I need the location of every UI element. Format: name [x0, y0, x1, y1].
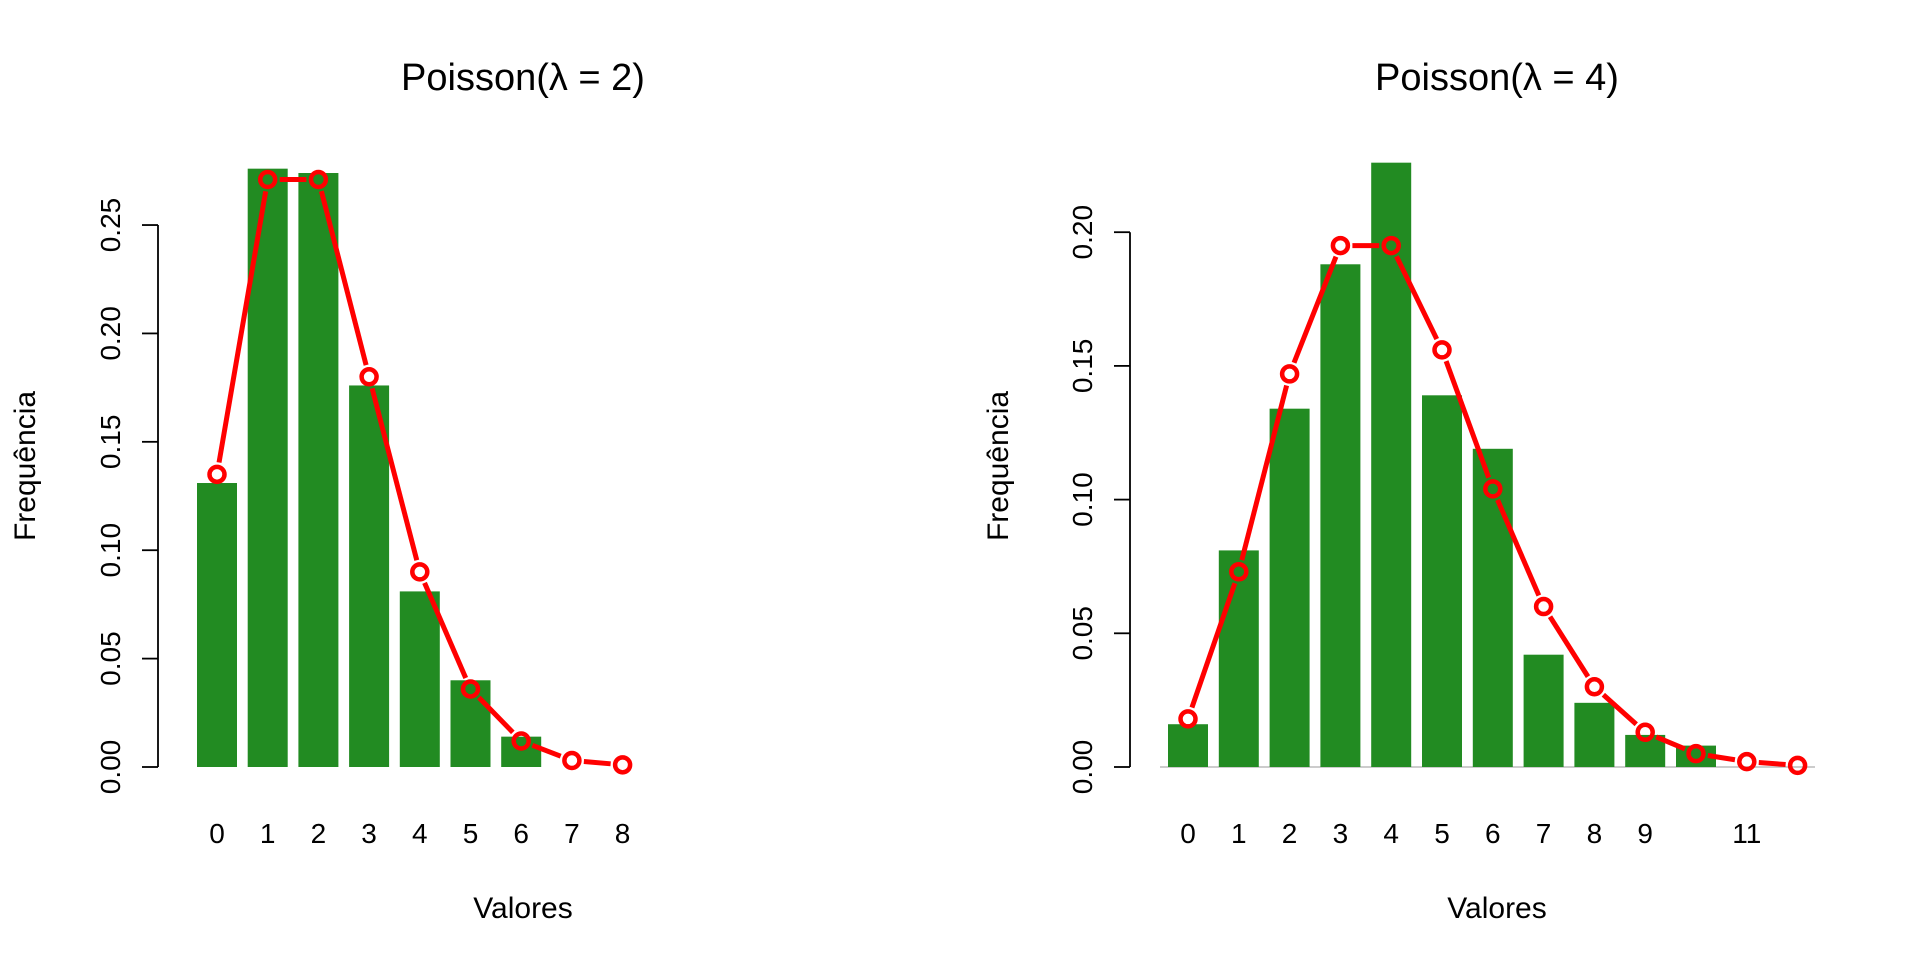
bar-8 — [1574, 702, 1615, 767]
y-tick-label: 0.10 — [1067, 472, 1098, 527]
line-segment — [1707, 753, 1736, 763]
bar-6 — [1472, 448, 1513, 767]
line-segment — [1547, 615, 1591, 678]
x-axis-label: Valores — [473, 892, 573, 925]
line-segment — [1601, 692, 1638, 727]
line-point-1 — [1229, 562, 1249, 582]
x-tick-label: 7 — [564, 818, 580, 849]
line-point-2 — [1279, 364, 1300, 384]
line-point-8 — [612, 755, 633, 775]
line-point-4 — [1381, 235, 1401, 256]
bar-3 — [1320, 264, 1361, 767]
chart-panel-lambda-2: Poisson(λ = 2) Valores Frequência 0.00 0.… — [9, 57, 645, 925]
line-segment — [1495, 498, 1542, 597]
x-tick-label: 0 — [1180, 818, 1196, 849]
line-point-12 — [1787, 755, 1808, 776]
line-point-3 — [359, 367, 379, 387]
x-tick-label: 0 — [209, 818, 225, 849]
line-segment — [318, 190, 369, 366]
y-tick-label: 0.05 — [95, 631, 126, 686]
line-segment — [1291, 255, 1339, 364]
line-point-5 — [460, 679, 481, 699]
bar-0 — [197, 483, 237, 767]
bar-2 — [1269, 408, 1310, 767]
line-segment — [1443, 360, 1492, 479]
line-point-0 — [207, 464, 227, 485]
x-tick-label: 6 — [1485, 818, 1501, 849]
line-point-3 — [1330, 235, 1351, 256]
y-tick-label: 0.15 — [1067, 339, 1098, 394]
x-tick-label: 1 — [1231, 818, 1247, 849]
y-tick-label: 0.15 — [95, 415, 126, 470]
y-tick-label: 0.10 — [95, 523, 126, 578]
x-tick-label: 8 — [1587, 818, 1603, 849]
line-point-6 — [1483, 479, 1503, 499]
line-segment — [1758, 760, 1786, 768]
y-tick-label: 0.20 — [1067, 205, 1098, 260]
x-tick-label: 6 — [513, 818, 529, 849]
line-point-6 — [511, 731, 531, 751]
line-segment — [422, 581, 469, 679]
y-tick-label: 0.00 — [95, 740, 126, 795]
line-segment — [531, 742, 562, 759]
line-point-5 — [1432, 340, 1452, 360]
x-tick-label: 3 — [361, 818, 377, 849]
line-point-0 — [1178, 709, 1198, 729]
y-tick-label: 0.05 — [1067, 606, 1098, 661]
y-axis-label: Frequência — [982, 391, 1015, 541]
bar-6 — [501, 736, 542, 767]
line-segment — [477, 695, 515, 735]
y-tick-label: 0.00 — [1067, 740, 1098, 795]
bar-1 — [1218, 550, 1259, 767]
x-axis-label: Valores — [1447, 892, 1547, 925]
bar-3 — [349, 385, 390, 767]
line-segment — [1239, 384, 1290, 561]
line-point-7 — [1533, 596, 1554, 617]
line-point-9 — [1635, 722, 1655, 742]
line-point-8 — [1584, 677, 1605, 697]
line-point-10 — [1686, 743, 1706, 764]
line-segment — [1655, 734, 1686, 752]
y-tick-label: 0.25 — [95, 198, 126, 253]
x-tick-label: 7 — [1536, 818, 1552, 849]
line-point-1 — [257, 169, 278, 190]
bar-10 — [1676, 745, 1716, 767]
line-point-4 — [410, 562, 430, 582]
line-point-11 — [1737, 751, 1757, 772]
bar-0 — [1168, 724, 1208, 767]
x-tick-label: 2 — [1282, 818, 1298, 849]
line-segment — [369, 387, 420, 561]
bar-7 — [1523, 654, 1564, 767]
chart-title: Poisson(λ = 2) — [401, 57, 645, 99]
line-segment — [1394, 255, 1439, 341]
line-segment — [1189, 582, 1238, 709]
bar-4 — [399, 591, 440, 767]
line-point-7 — [562, 750, 582, 771]
line-segment — [216, 190, 269, 463]
bar-5 — [450, 680, 491, 767]
line-point-2 — [308, 169, 329, 190]
x-tick-label: 9 — [1637, 818, 1653, 849]
x-tick-label: 5 — [1434, 818, 1450, 849]
x-tick-label: 3 — [1333, 818, 1349, 849]
x-tick-label: 4 — [1383, 818, 1399, 849]
line-segment — [583, 759, 611, 767]
chart-panel-lambda-4: Poisson(λ = 4) Valores Frequência 0.00 0.… — [982, 57, 1815, 925]
chart-title: Poisson(λ = 4) — [1375, 57, 1619, 99]
x-tick-label: 4 — [412, 818, 428, 849]
x-tick-label: 8 — [615, 818, 631, 849]
x-tick-label: 11 — [1732, 818, 1761, 849]
x-tick-label: 1 — [260, 818, 276, 849]
bar-2 — [298, 173, 339, 767]
y-axis-label: Frequência — [9, 391, 42, 541]
x-tick-label: 5 — [463, 818, 479, 849]
x-tick-label: 2 — [311, 818, 327, 849]
y-tick-label: 0.20 — [95, 306, 126, 361]
bar-4 — [1371, 162, 1412, 767]
bar-5 — [1422, 395, 1462, 767]
